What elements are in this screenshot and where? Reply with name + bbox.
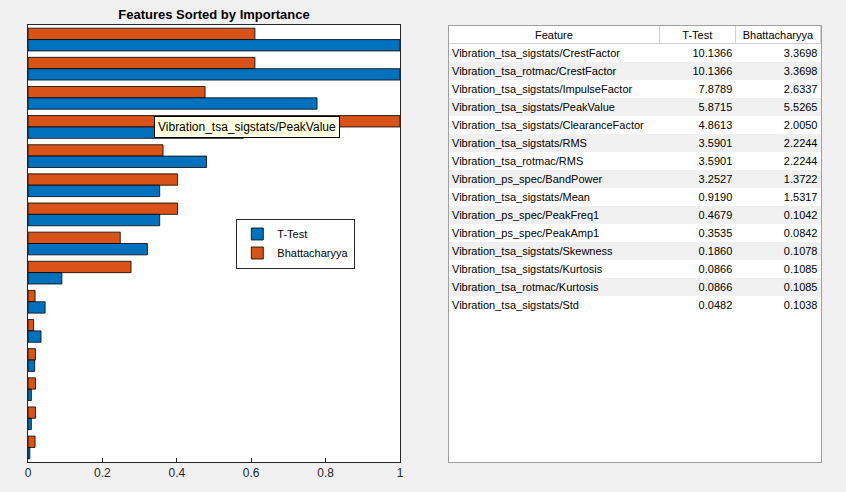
svg-text:Features Sorted by Importance: Features Sorted by Importance	[118, 7, 309, 22]
svg-text:0.8: 0.8	[317, 466, 334, 480]
svg-text:Bhattacharyya: Bhattacharyya	[277, 247, 348, 259]
html-text:0.0842: 0.0842	[783, 227, 818, 239]
html-text:Vibration_tsa_sigstats/Clearan: Vibration_tsa_sigstats/ClearanceFactor	[452, 119, 644, 131]
html-text:T-Test: T-Test	[682, 28, 713, 41]
html-text:5.8715: 5.8715	[698, 101, 733, 113]
html-text:0.9190: 0.9190	[698, 191, 733, 203]
html-text:Vibration_tsa_sigstats/Std: Vibration_tsa_sigstats/Std	[452, 299, 579, 311]
html-text:2.6337: 2.6337	[783, 83, 818, 95]
html-text:3.3698: 3.3698	[783, 65, 818, 77]
html-text:7.8789: 7.8789	[698, 83, 733, 95]
html-text:2.2244: 2.2244	[783, 137, 818, 149]
html-text:Vibration_ps_spec/BandPower: Vibration_ps_spec/BandPower	[452, 173, 603, 185]
html-text:3.5901: 3.5901	[698, 155, 733, 167]
html-text:0.1042: 0.1042	[783, 209, 818, 221]
html-text:Vibration_tsa_sigstats/Kurtosi: Vibration_tsa_sigstats/Kurtosis	[452, 263, 603, 275]
svg-text:Vibration_tsa_sigstats/PeakVal: Vibration_tsa_sigstats/PeakValue	[158, 120, 336, 134]
html-text:Vibration_tsa_rotmac/RMS: Vibration_tsa_rotmac/RMS	[452, 155, 584, 167]
html-text:Vibration_ps_spec/PeakFreq1: Vibration_ps_spec/PeakFreq1	[452, 209, 600, 221]
html-text:0.3535: 0.3535	[698, 227, 733, 239]
html-text:1.5317: 1.5317	[783, 191, 818, 203]
html-text:3.2527: 3.2527	[698, 173, 733, 185]
svg-text:T-Test: T-Test	[277, 228, 307, 240]
html-text:0.1085: 0.1085	[783, 263, 818, 275]
html-text:Vibration_tsa_sigstats/Mean: Vibration_tsa_sigstats/Mean	[452, 191, 590, 203]
html-text:0.0482: 0.0482	[698, 299, 733, 311]
svg-text:0.2: 0.2	[94, 466, 111, 480]
html-text:Vibration_tsa_sigstats/CrestFa: Vibration_tsa_sigstats/CrestFactor	[452, 47, 620, 59]
html-text:5.5265: 5.5265	[783, 101, 818, 113]
html-text:0.0866: 0.0866	[698, 281, 733, 293]
html-text:3.3698: 3.3698	[783, 47, 818, 59]
html-text:0.1085: 0.1085	[783, 281, 818, 293]
html-text:0.4679: 0.4679	[698, 209, 733, 221]
html-text:10.1366: 10.1366	[692, 65, 733, 77]
html-text:1.3722: 1.3722	[783, 173, 818, 185]
html-text:Vibration_tsa_sigstats/PeakVal: Vibration_tsa_sigstats/PeakValue	[452, 101, 615, 113]
html-text:Feature: Feature	[534, 28, 573, 41]
html-text:Vibration_tsa_sigstats/RMS: Vibration_tsa_sigstats/RMS	[452, 137, 587, 149]
html-text:Bhattacharyya: Bhattacharyya	[742, 28, 813, 41]
html-text:0.1038: 0.1038	[783, 299, 818, 311]
html-text:Vibration_tsa_rotmac/CrestFact: Vibration_tsa_rotmac/CrestFactor	[452, 65, 617, 77]
html-text:2.2244: 2.2244	[783, 155, 818, 167]
html-text:Vibration_ps_spec/PeakAmp1: Vibration_ps_spec/PeakAmp1	[452, 227, 600, 239]
html-text:3.5901: 3.5901	[698, 137, 733, 149]
html-text:0.1860: 0.1860	[698, 245, 733, 257]
html-text:0.1078: 0.1078	[783, 245, 818, 257]
html-text:4.8613: 4.8613	[698, 119, 733, 131]
svg-text:0.6: 0.6	[243, 466, 260, 480]
html-text:2.0050: 2.0050	[783, 119, 818, 131]
html-text:Vibration_tsa_rotmac/Kurtosis: Vibration_tsa_rotmac/Kurtosis	[452, 281, 599, 293]
html-text:Vibration_tsa_sigstats/Skewnes: Vibration_tsa_sigstats/Skewness	[452, 245, 613, 257]
html-text:10.1366: 10.1366	[692, 47, 733, 59]
svg-text:0: 0	[25, 466, 32, 480]
html-text:0.0866: 0.0866	[698, 263, 733, 275]
html-text:Vibration_tsa_sigstats/Impulse: Vibration_tsa_sigstats/ImpulseFactor	[452, 83, 633, 95]
svg-text:1: 1	[397, 466, 404, 480]
svg-text:0.4: 0.4	[168, 466, 185, 480]
